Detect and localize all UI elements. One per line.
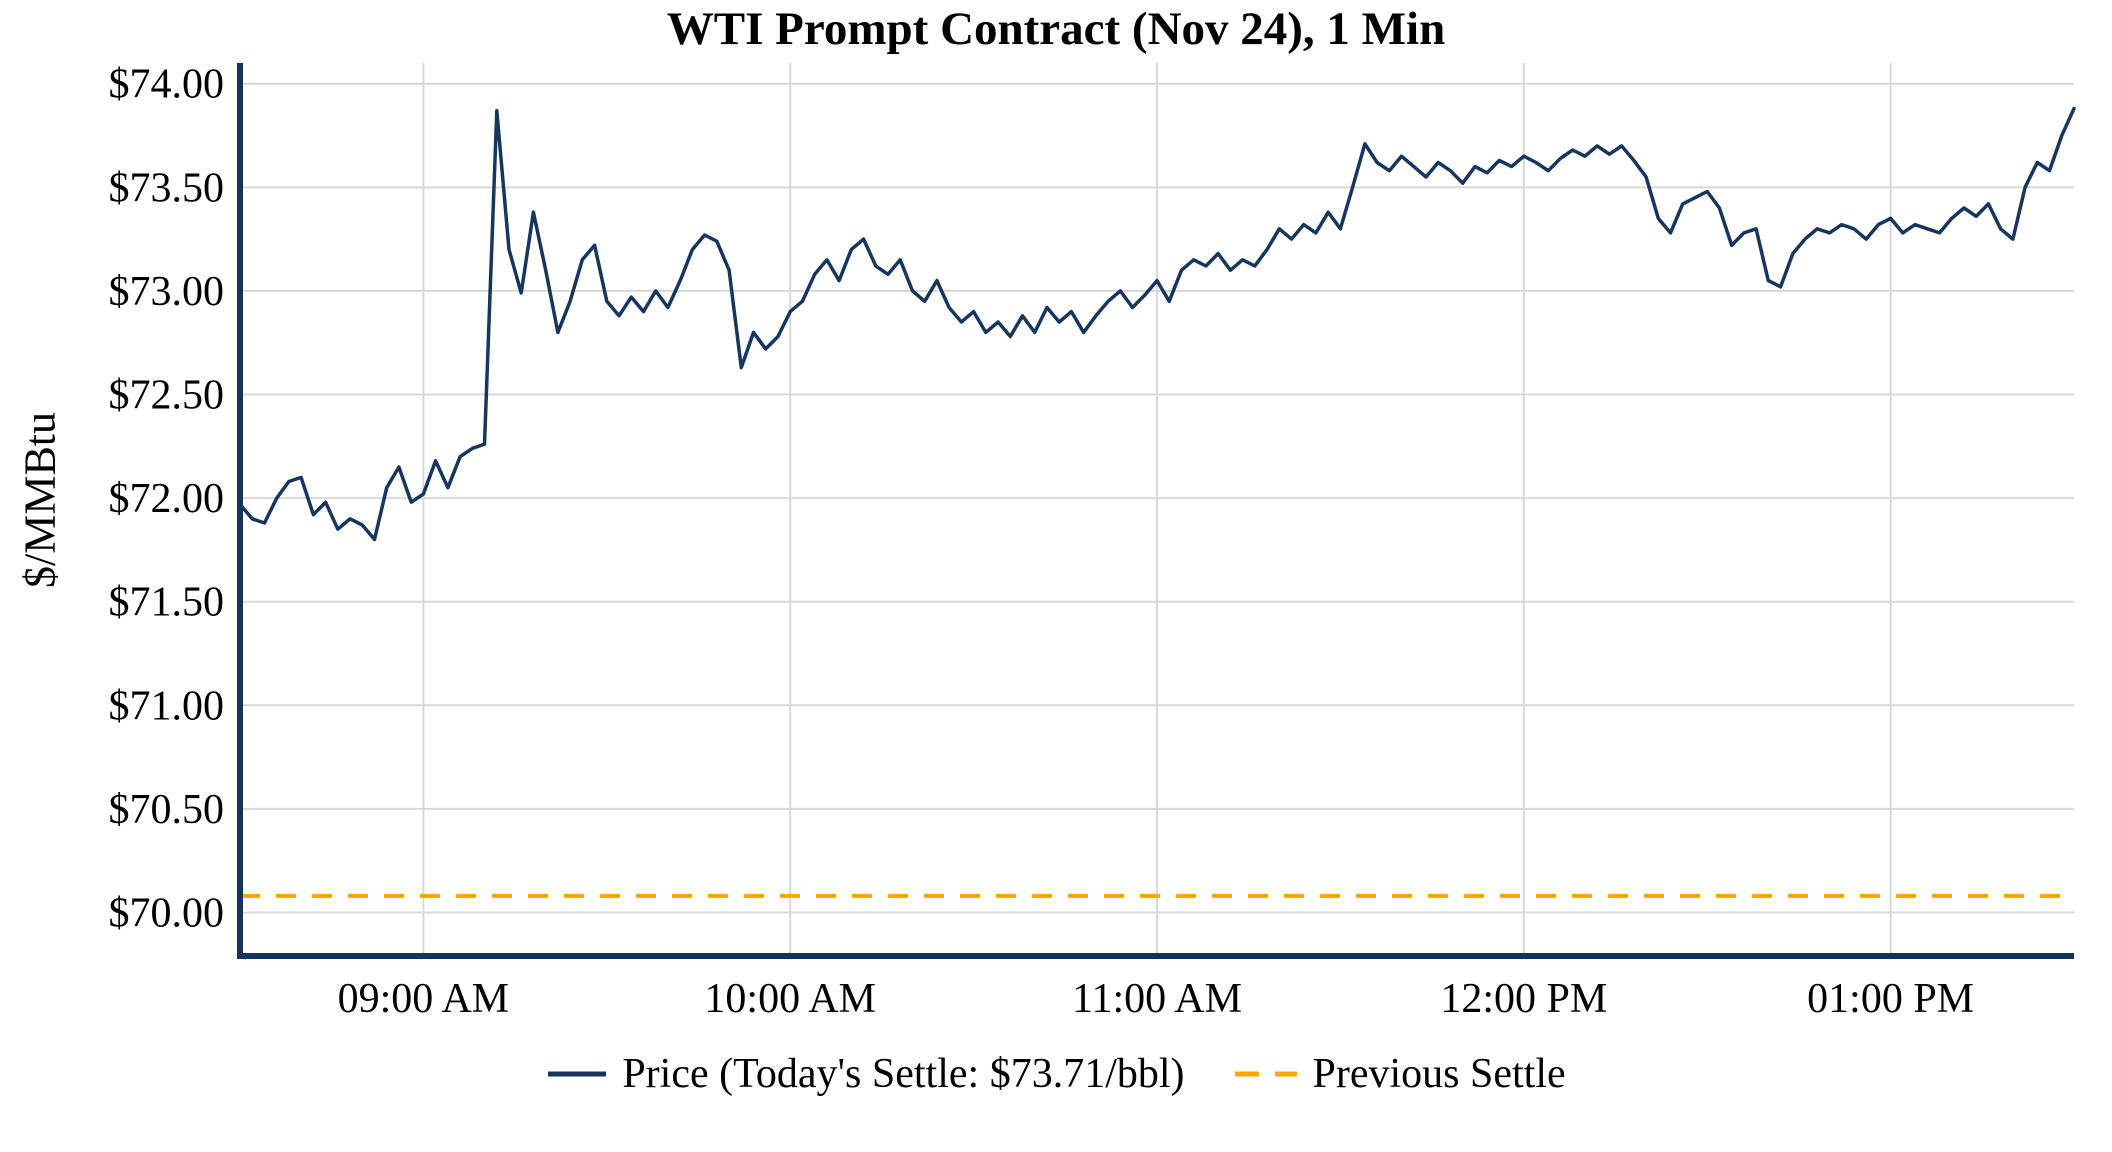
price-line — [238, 106, 2076, 542]
x-tick-label: 01:00 PM — [1807, 976, 1974, 1022]
y-tick-label: $70.00 — [109, 890, 225, 936]
x-tick-label: 10:00 AM — [704, 976, 876, 1022]
y-tick-label: $74.00 — [109, 62, 225, 108]
y-tick-label: $71.00 — [109, 683, 225, 729]
y-tick-label: $72.00 — [109, 476, 225, 522]
y-tick-label: $73.00 — [109, 269, 225, 315]
y-tick-label: $73.50 — [109, 165, 225, 211]
y-tick-label: $72.50 — [109, 373, 225, 419]
previous-settle-swatch — [1234, 1071, 1297, 1077]
y-tick-label: $71.50 — [109, 580, 225, 626]
x-tick-label: 12:00 PM — [1440, 976, 1607, 1022]
x-tick-label: 09:00 AM — [338, 976, 510, 1022]
legend-price-label: Price (Today's Settle: $73.71/bbl) — [622, 1051, 1185, 1097]
chart-title: WTI Prompt Contract (Nov 24), 1 Min — [666, 3, 1446, 55]
price-line-swatch — [548, 1071, 607, 1077]
x-tick-label: 11:00 AM — [1072, 976, 1242, 1022]
legend: Price (Today's Settle: $73.71/bbl) Previ… — [0, 1050, 2112, 1098]
legend-prev-settle-label: Previous Settle — [1312, 1051, 1566, 1097]
y-tick-label: $70.50 — [109, 787, 225, 833]
